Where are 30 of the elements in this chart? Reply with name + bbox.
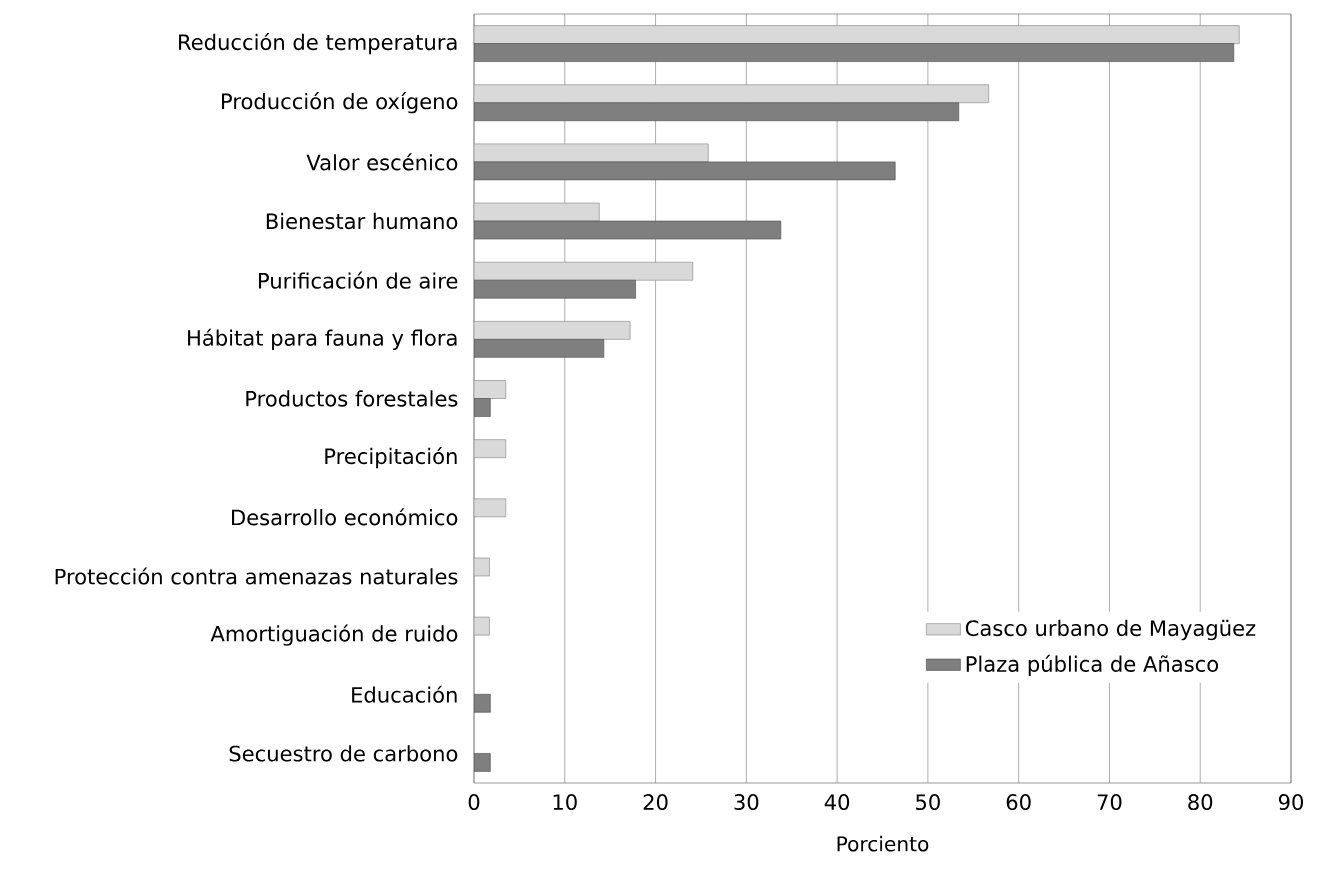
x-axis-title: Porciento [837,835,929,852]
x-tick-label: 20 [643,794,668,811]
bar [474,321,631,340]
y-tick-label: Amortiguación de ruido [210,624,458,646]
y-tick-label: Bienestar humano [266,212,458,230]
y-tick-label: Educación [352,685,457,703]
y-tick-label: Productos forestales [246,390,458,407]
x-tick-label: 30 [734,794,759,811]
x-tick-label: 50 [916,794,940,811]
bar [474,25,1240,44]
y-tick-label: Precipitación [325,447,457,469]
legend-label: Plaza pública de Añasco [966,654,1219,677]
x-tick-label: 80 [1188,794,1213,811]
x-tick-label: 0 [468,794,480,811]
y-tick-label: Desarrollo económico [232,508,458,526]
y-tick-label: Valor escénico [306,153,458,171]
y-tick-label: Secuestro de carbono [229,745,458,762]
y-tick-label: Purificación de aire [259,271,458,289]
bar [474,84,989,104]
y-tick-label: Producción de oxígeno [222,92,458,114]
x-tick-label: 70 [1097,794,1122,811]
y-tick-label: Hábitat para fauna y flora [188,328,457,350]
y-tick-label: Reducción de temperatura [179,32,457,55]
y-tick-label: Protección contra amenazas naturales [55,567,458,585]
bar [474,261,694,281]
x-tick-label: 40 [824,794,850,811]
x-tick-label: 10 [553,794,577,811]
x-tick-label: 90 [1278,794,1304,811]
x-tick-label: 60 [1006,794,1031,811]
legend-label: Casco urbano de Mayagüez [965,619,1256,641]
